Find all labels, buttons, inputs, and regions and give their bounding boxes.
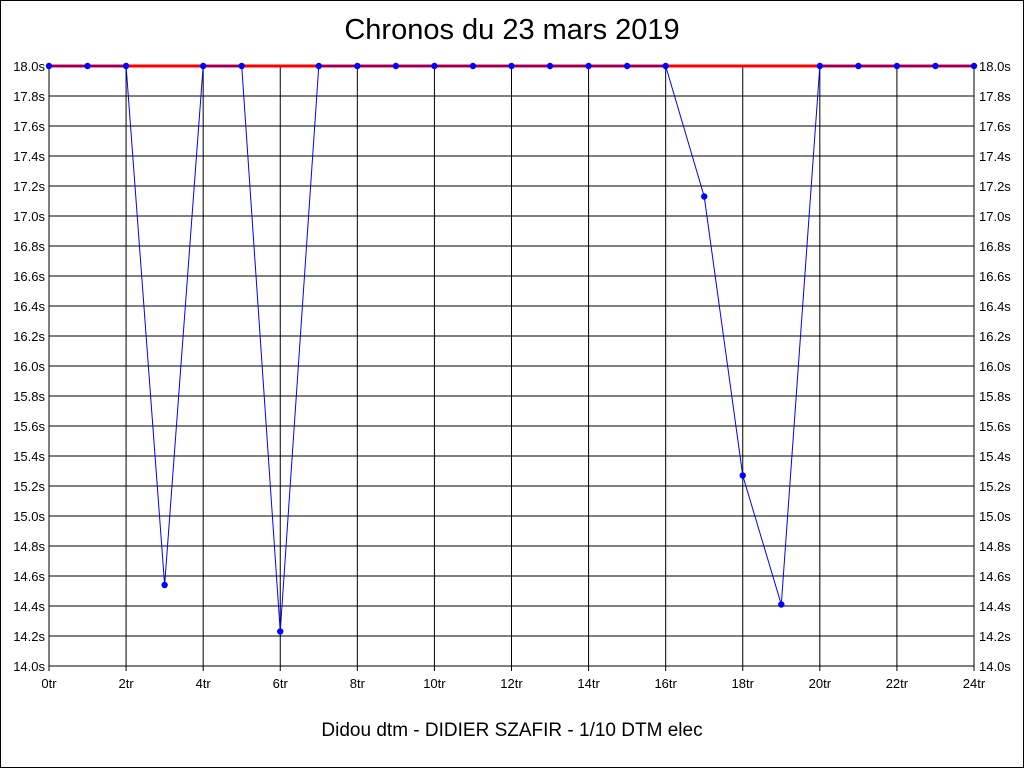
- data-point: [701, 193, 708, 200]
- data-point: [932, 62, 939, 70]
- y-tick-label-right: 14.0s: [979, 659, 1011, 674]
- data-point: [970, 62, 978, 70]
- y-tick-label-left: 17.2s: [13, 179, 45, 194]
- y-tick-label-right: 17.2s: [979, 179, 1011, 194]
- y-tick-label-right: 16.8s: [979, 239, 1011, 254]
- y-tick-label-right: 17.8s: [979, 89, 1011, 104]
- y-tick-label-right: 15.0s: [979, 509, 1011, 524]
- y-tick-label-right: 15.4s: [979, 449, 1011, 464]
- data-point: [662, 62, 669, 70]
- chart-title: Chronos du 23 mars 2019: [344, 14, 680, 46]
- y-tick-label-left: 14.8s: [13, 539, 45, 554]
- data-point: [122, 62, 130, 70]
- y-tick-label-right: 15.2s: [979, 479, 1011, 494]
- y-tick-label-left: 15.4s: [13, 449, 45, 464]
- y-tick-label-right: 17.4s: [979, 149, 1011, 164]
- data-point: [45, 62, 53, 70]
- y-tick-label-right: 18.0s: [979, 59, 1011, 74]
- y-tick-label-left: 14.0s: [13, 659, 45, 674]
- y-tick-label-left: 16.8s: [13, 239, 45, 254]
- data-point: [546, 62, 554, 70]
- data-point: [508, 62, 515, 70]
- data-point: [238, 62, 245, 70]
- data-point: [469, 62, 477, 70]
- data-point: [585, 62, 592, 70]
- y-tick-label-right: 16.0s: [979, 359, 1011, 374]
- data-point: [161, 581, 168, 589]
- y-tick-label-left: 15.8s: [13, 389, 45, 404]
- y-tick-label-left: 16.6s: [13, 269, 45, 284]
- data-point: [392, 62, 400, 70]
- data-point: [816, 62, 824, 70]
- y-tick-label-right: 14.4s: [979, 599, 1011, 614]
- y-tick-label-right: 16.2s: [979, 329, 1011, 344]
- y-tick-label-right: 14.6s: [979, 569, 1011, 584]
- chart-footer: Didou dtm - DIDIER SZAFIR - 1/10 DTM ele…: [321, 720, 703, 741]
- y-tick-label-right: 16.6s: [979, 269, 1011, 284]
- data-point: [778, 601, 785, 608]
- data-point: [893, 62, 901, 70]
- x-tick-label: 18tr: [732, 676, 755, 691]
- y-tick-label-left: 17.8s: [13, 89, 45, 104]
- y-tick-label-right: 14.8s: [979, 539, 1011, 554]
- y-tick-label-left: 18.0s: [13, 59, 45, 74]
- data-point: [199, 62, 207, 70]
- x-tick-label: 10tr: [423, 676, 446, 691]
- y-tick-label-left: 17.4s: [13, 149, 45, 164]
- y-tick-label-left: 16.4s: [13, 299, 45, 314]
- x-tick-label: 14tr: [577, 676, 600, 691]
- x-tick-label: 22tr: [886, 676, 909, 691]
- x-tick-label: 20tr: [809, 676, 832, 691]
- data-point: [431, 62, 438, 70]
- y-tick-label-right: 17.6s: [979, 119, 1011, 134]
- y-tick-label-right: 15.6s: [979, 419, 1011, 434]
- data-point: [739, 472, 746, 479]
- data-point: [315, 62, 322, 70]
- x-tick-label: 6tr: [273, 676, 289, 691]
- y-tick-label-left: 17.6s: [13, 119, 45, 134]
- y-tick-label-left: 17.0s: [13, 209, 45, 224]
- data-point: [623, 62, 631, 70]
- x-tick-label: 0tr: [41, 676, 57, 691]
- y-tick-label-left: 14.6s: [13, 569, 45, 584]
- y-tick-label-right: 14.2s: [979, 629, 1011, 644]
- y-tick-label-right: 15.8s: [979, 389, 1011, 404]
- data-point: [354, 62, 361, 70]
- x-tick-label: 2tr: [118, 676, 134, 691]
- y-tick-label-left: 15.2s: [13, 479, 45, 494]
- y-tick-label-right: 16.4s: [979, 299, 1011, 314]
- x-tick-label: 8tr: [350, 676, 366, 691]
- x-tick-label: 16tr: [654, 676, 677, 691]
- data-point: [84, 62, 91, 70]
- data-point: [277, 628, 284, 635]
- x-tick-label: 4tr: [196, 676, 212, 691]
- y-tick-label-left: 15.0s: [13, 509, 45, 524]
- y-tick-label-left: 16.0s: [13, 359, 45, 374]
- y-tick-label-left: 16.2s: [13, 329, 45, 344]
- x-tick-label: 24tr: [963, 676, 986, 691]
- x-tick-label: 12tr: [500, 676, 523, 691]
- y-tick-label-left: 15.6s: [13, 419, 45, 434]
- y-tick-label-left: 14.2s: [13, 629, 45, 644]
- y-tick-label-left: 14.4s: [13, 599, 45, 614]
- y-tick-label-right: 17.0s: [979, 209, 1011, 224]
- data-point: [855, 62, 862, 70]
